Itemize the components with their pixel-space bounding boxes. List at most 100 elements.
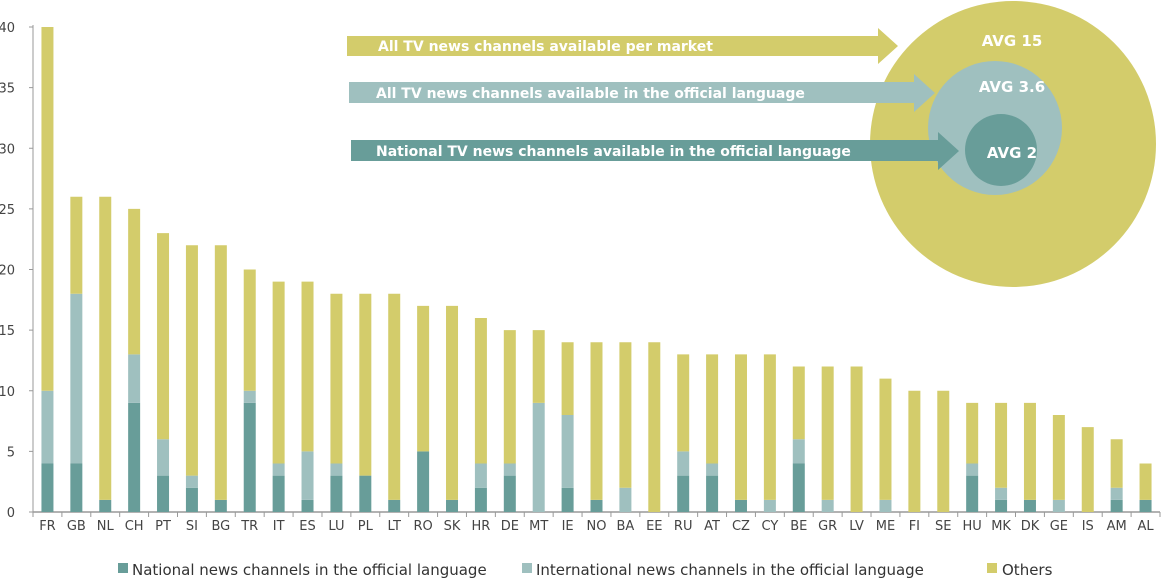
x-tick-label-MK: MK [991, 519, 1011, 534]
bar-SK-series-0 [446, 499, 459, 512]
x-tick-label-BA: BA [616, 519, 634, 534]
x-tick-label-NO: NO [587, 519, 607, 534]
bar-LU-series-1 [330, 463, 343, 476]
bar-FR-series-1 [41, 390, 54, 464]
legend-label-others: Others [1002, 561, 1053, 579]
bar-FR-series-0 [41, 463, 54, 512]
x-tick-label-PT: PT [155, 519, 171, 534]
bar-ME-series-1 [879, 499, 892, 512]
bar-GB-series-1 [70, 293, 83, 464]
bar-TR-series-2 [243, 269, 256, 391]
bar-IT-series-1 [272, 463, 285, 476]
bar-RO-series-0 [417, 451, 430, 512]
y-tick-label: 30 [0, 142, 15, 157]
bar-NO-series-2 [590, 342, 603, 500]
x-tick-label-IT: IT [273, 519, 285, 534]
x-tick-label-DK: DK [1021, 519, 1040, 534]
bar-GR-series-2 [821, 366, 834, 500]
bar-GR-series-1 [821, 499, 834, 512]
x-tick-label-EE: EE [646, 519, 662, 534]
bar-NO-series-0 [590, 499, 603, 512]
bar-MT-series-1 [532, 402, 545, 512]
bar-IS-series-2 [1081, 427, 1094, 512]
y-tick-label: 10 [0, 385, 15, 400]
legend-label-international: International news channels in the offic… [536, 561, 924, 579]
bar-BG-series-0 [214, 499, 227, 512]
bar-SI-series-1 [185, 475, 198, 488]
x-tick-label-SE: SE [935, 519, 951, 534]
bar-ES-series-1 [301, 451, 314, 500]
bar-RU-series-2 [677, 354, 690, 452]
bar-TR-series-1 [243, 390, 256, 403]
x-tick-label-IS: IS [1082, 519, 1094, 534]
y-tick-labels: 0 5 10 15 20 25 30 35 40 [0, 21, 15, 521]
bar-SI-series-0 [185, 487, 198, 512]
y-tick-label: 35 [0, 82, 15, 97]
bar-BG-series-2 [214, 245, 227, 500]
bar-ES-series-2 [301, 281, 314, 452]
y-tick-label: 40 [0, 21, 15, 36]
x-tick-label-MT: MT [529, 519, 548, 534]
legend: National news channels in the official l… [118, 561, 1053, 579]
legend-swatch-others [987, 563, 997, 573]
bar-GB-series-0 [70, 463, 83, 512]
bar-ES-series-0 [301, 499, 314, 512]
bar-LT-series-0 [388, 499, 401, 512]
average-circles: AVG 15 AVG 3.6 AVG 2 [870, 1, 1156, 287]
x-tick-label-FI: FI [909, 519, 920, 534]
bar-CZ-series-2 [734, 354, 747, 500]
bar-RO-series-2 [417, 305, 430, 452]
bar-CH-series-1 [128, 354, 141, 403]
x-tick-label-RO: RO [413, 519, 432, 534]
avg-official-language-label: AVG 3.6 [979, 78, 1045, 96]
bar-AL-series-0 [1139, 499, 1152, 512]
bar-PL-series-2 [359, 293, 372, 476]
bar-MK-series-1 [995, 487, 1008, 500]
bar-GE-series-2 [1052, 415, 1065, 500]
arrow-official-language [349, 74, 935, 112]
x-tick-label-ES: ES [299, 519, 315, 534]
bar-CY-series-1 [763, 499, 776, 512]
bar-BE-series-0 [792, 463, 805, 512]
bar-SE-series-2 [937, 390, 950, 512]
bar-LU-series-2 [330, 293, 343, 464]
y-tick-label: 20 [0, 264, 15, 279]
y-tick-label: 25 [0, 203, 15, 218]
x-tick-label-IE: IE [562, 519, 574, 534]
bar-MT-series-2 [532, 330, 545, 403]
bar-DE-series-0 [503, 475, 516, 512]
bar-GB-series-2 [70, 196, 83, 294]
bar-HR-series-2 [474, 318, 487, 464]
bar-PT-series-2 [157, 233, 170, 440]
x-tick-label-LV: LV [849, 519, 864, 534]
x-tick-label-CZ: CZ [732, 519, 750, 534]
bar-DK-series-2 [1023, 402, 1036, 500]
bar-IE-series-2 [561, 342, 574, 415]
bar-BA-series-1 [619, 487, 632, 512]
bar-SI-series-2 [185, 245, 198, 476]
bar-NL-series-2 [99, 196, 112, 500]
bar-FI-series-2 [908, 390, 921, 512]
bar-BA-series-2 [619, 342, 632, 488]
bar-FR-series-2 [41, 27, 54, 391]
bar-RU-series-1 [677, 451, 690, 476]
x-tick-label-AM: AM [1107, 519, 1127, 534]
bar-LV-series-2 [850, 366, 863, 512]
x-tick-label-GR: GR [818, 519, 837, 534]
x-tick-label-SI: SI [186, 519, 198, 534]
bar-AM-series-1 [1110, 487, 1123, 500]
x-tick-label-BG: BG [211, 519, 230, 534]
y-tick-label: 15 [0, 324, 15, 339]
bar-AT-series-2 [706, 354, 719, 464]
bar-IE-series-1 [561, 415, 574, 488]
bar-CZ-series-0 [734, 499, 747, 512]
bar-PL-series-0 [359, 475, 372, 512]
bar-SK-series-2 [446, 305, 459, 500]
bar-HR-series-0 [474, 487, 487, 512]
arrow-all-channels-label: All TV news channels available per marke… [378, 39, 713, 55]
bar-AL-series-2 [1139, 463, 1152, 500]
y-tick-label: 0 [7, 506, 15, 521]
bar-TR-series-0 [243, 402, 256, 512]
legend-label-national: National news channels in the official l… [132, 561, 487, 579]
bars [41, 27, 1152, 512]
